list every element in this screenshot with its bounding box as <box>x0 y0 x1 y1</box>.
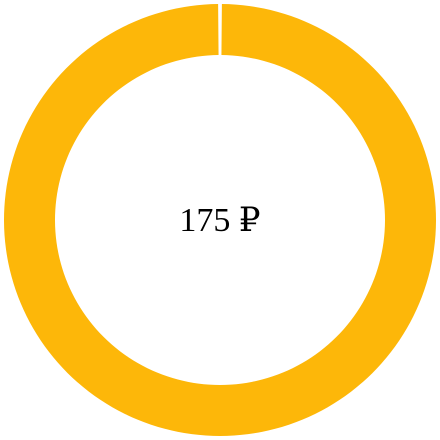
slices-group <box>3 4 436 436</box>
donut-slice <box>3 4 436 436</box>
